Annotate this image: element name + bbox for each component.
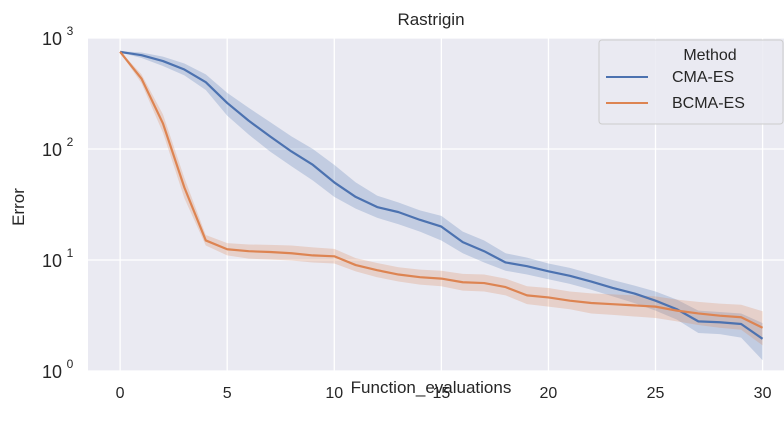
y-tick-label: 10 1 [42, 246, 74, 271]
y-tick-exponent: 3 [67, 24, 74, 38]
x-axis-label: Function_evaluations [351, 378, 512, 397]
y-tick-exponent: 2 [67, 135, 74, 149]
axes: 0 5 10 15 20 25 30 10 0 10 1 10 2 10 3 [42, 24, 772, 402]
x-tick-label: 5 [223, 385, 232, 402]
series-line-cma-es [119, 50, 764, 340]
confidence-bands [120, 51, 763, 361]
gridlines [88, 37, 784, 372]
series-line-bcma-es [119, 51, 764, 329]
y-tick-label: 10 3 [42, 24, 74, 49]
legend: Method CMA-ES BCMA-ES [598, 39, 784, 125]
y-axis-label: Error [9, 188, 28, 226]
y-tick-base: 10 [42, 140, 62, 160]
y-tick-exponent: 1 [67, 246, 74, 260]
confidence-band-cma-es [120, 51, 763, 361]
legend-label-bcma-es: BCMA-ES [672, 95, 745, 112]
legend-title: Method [683, 47, 736, 64]
legend-label-cma-es: CMA-ES [672, 69, 734, 86]
y-tick-label: 10 0 [42, 357, 74, 382]
y-tick-base: 10 [42, 29, 62, 49]
y-tick-exponent: 0 [67, 357, 74, 371]
x-tick-label: 0 [116, 385, 125, 402]
chart-title: Rastrigin [397, 10, 464, 29]
y-tick-label: 10 2 [42, 135, 74, 160]
x-tick-label: 20 [540, 385, 558, 402]
x-tick-label: 30 [754, 385, 772, 402]
x-tick-label: 10 [325, 385, 343, 402]
series-lines [119, 50, 764, 340]
confidence-band-bcma-es [120, 51, 763, 346]
y-tick-base: 10 [42, 362, 62, 382]
y-tick-base: 10 [42, 251, 62, 271]
x-tick-label: 15 [432, 385, 450, 402]
x-tick-label: 25 [647, 385, 665, 402]
